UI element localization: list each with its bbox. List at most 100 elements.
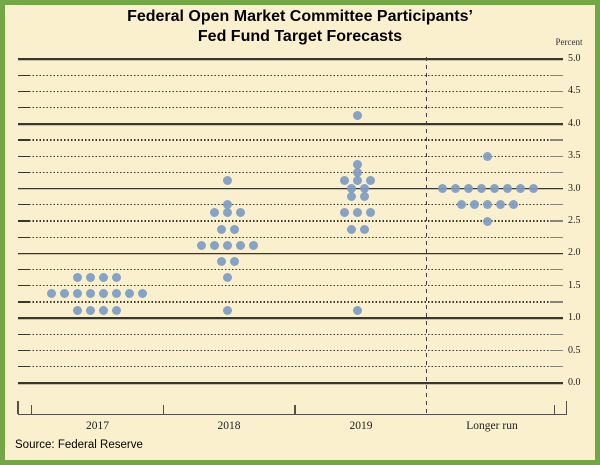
gridline-left-tick <box>18 349 29 352</box>
x-category-label: 2018 <box>217 420 241 432</box>
ytick-label: 2.5 <box>568 215 581 226</box>
gridline-left-tick <box>18 139 29 141</box>
dot <box>353 176 362 185</box>
dot <box>223 305 232 315</box>
dot <box>236 240 245 250</box>
ytick-label: 2.0 <box>568 247 581 259</box>
chart-title: Federal Open Market Committee Participan… <box>0 7 600 47</box>
dot <box>60 289 69 299</box>
dot <box>353 111 362 121</box>
dot <box>223 208 232 218</box>
ytick-label: 5.0 <box>568 53 581 64</box>
ytick-label: 4.0 <box>568 117 581 129</box>
ytick-label: 1.5 <box>568 279 581 291</box>
gridline-dotted <box>29 155 550 157</box>
dot <box>346 224 356 234</box>
ytick-label: 4.5 <box>568 85 581 97</box>
dot <box>463 184 473 194</box>
gridline-left-tick <box>18 301 29 303</box>
chart-title-line1: Federal Open Market Committee Participan… <box>127 8 473 25</box>
dot <box>437 184 447 194</box>
dot <box>223 176 232 185</box>
gridline-right-tick <box>550 285 563 287</box>
dot <box>210 240 219 250</box>
dot <box>73 273 82 283</box>
ytick-label: 3.5 <box>568 150 581 162</box>
dot <box>73 305 82 315</box>
gridline-right-tick <box>550 155 563 157</box>
gridline-left-tick <box>18 90 29 93</box>
dot <box>450 184 460 194</box>
gridline-left-tick <box>18 236 29 238</box>
dot <box>483 151 492 161</box>
dot <box>216 224 226 234</box>
dot <box>366 176 375 185</box>
gridline-right-tick <box>550 301 563 303</box>
dot <box>86 273 95 283</box>
ytick-label: 3.0 <box>568 182 581 194</box>
dot <box>229 224 239 234</box>
gridline-dotted <box>29 90 550 93</box>
dot <box>340 208 349 218</box>
x-axis-tick <box>162 405 164 414</box>
gridline-right-tick <box>550 236 563 238</box>
dot <box>470 200 479 210</box>
dot <box>99 289 108 299</box>
dot <box>86 289 95 299</box>
gridline-right-tick <box>550 204 563 206</box>
dot <box>509 200 518 210</box>
gridline-left-tick <box>18 268 29 271</box>
gridline-right-tick <box>550 139 563 141</box>
ytick-label: 0.0 <box>568 377 581 388</box>
dot <box>340 176 349 185</box>
dot <box>346 184 356 194</box>
gridline-left-tick <box>18 333 29 336</box>
dot <box>223 200 232 210</box>
gridline-left-tick <box>18 285 29 287</box>
chart-title-line2: Fed Fund Target Forecasts <box>197 28 403 45</box>
dot <box>353 208 362 218</box>
gridline-right-tick <box>550 366 563 368</box>
x-axis-tick <box>17 401 19 414</box>
dot <box>210 208 219 218</box>
gridline-solid <box>18 122 563 125</box>
gridline-left-tick <box>18 204 29 206</box>
gridline-right-tick <box>550 171 563 174</box>
dot <box>112 273 121 283</box>
dot <box>502 184 512 194</box>
dot <box>47 289 56 299</box>
gridline-left-tick <box>18 106 29 109</box>
dot <box>236 208 245 218</box>
gridline-left-tick <box>18 220 29 222</box>
dot <box>353 159 362 169</box>
x-axis-tick <box>566 401 568 414</box>
gridline-dotted <box>29 220 550 222</box>
x-category-label: 2019 <box>349 420 373 432</box>
dot <box>353 305 362 315</box>
gridline-dotted <box>29 171 550 174</box>
gridline-dotted <box>29 204 550 206</box>
dot <box>125 289 134 299</box>
dot <box>249 240 258 250</box>
gridline-dotted <box>29 285 550 287</box>
gridline-dotted <box>29 106 550 109</box>
dot <box>99 305 108 315</box>
x-axis-line <box>18 414 567 416</box>
dot <box>197 240 206 250</box>
gridline-left-tick <box>18 155 29 157</box>
gridline-left-tick <box>18 74 29 76</box>
dot <box>359 192 369 202</box>
ytick-label: 0.5 <box>568 344 581 356</box>
dot <box>73 289 82 299</box>
dot <box>346 192 356 202</box>
dot <box>483 200 492 210</box>
gridline-right-tick <box>550 106 563 109</box>
gridline-right-tick <box>550 349 563 352</box>
gridline-right-tick <box>550 333 563 336</box>
dot <box>496 200 505 210</box>
dot <box>515 184 525 194</box>
dot <box>229 257 239 266</box>
dot <box>138 289 147 299</box>
